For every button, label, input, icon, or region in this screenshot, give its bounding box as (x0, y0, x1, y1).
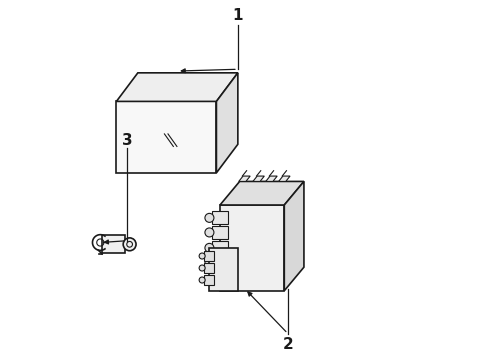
Polygon shape (117, 73, 238, 102)
Bar (212, 242, 228, 254)
Circle shape (123, 238, 136, 251)
Bar (212, 211, 228, 224)
Circle shape (199, 277, 205, 283)
Bar (204, 251, 214, 261)
Bar (212, 257, 228, 270)
Bar (102, 235, 125, 253)
Text: 2: 2 (283, 337, 293, 352)
Circle shape (205, 213, 214, 222)
Circle shape (205, 228, 214, 237)
Polygon shape (220, 205, 284, 291)
Polygon shape (217, 73, 238, 173)
Bar (204, 275, 214, 285)
Text: 1: 1 (233, 8, 243, 23)
Circle shape (205, 259, 214, 268)
Polygon shape (279, 176, 290, 181)
Polygon shape (220, 181, 304, 205)
Polygon shape (239, 176, 250, 181)
Circle shape (199, 265, 205, 271)
Polygon shape (209, 248, 238, 291)
Polygon shape (117, 102, 217, 173)
Polygon shape (266, 176, 277, 181)
Circle shape (199, 253, 205, 259)
Text: 3: 3 (122, 133, 132, 148)
Bar (212, 226, 228, 239)
Polygon shape (253, 176, 264, 181)
Polygon shape (284, 181, 304, 291)
Circle shape (205, 243, 214, 252)
Bar (204, 263, 214, 273)
